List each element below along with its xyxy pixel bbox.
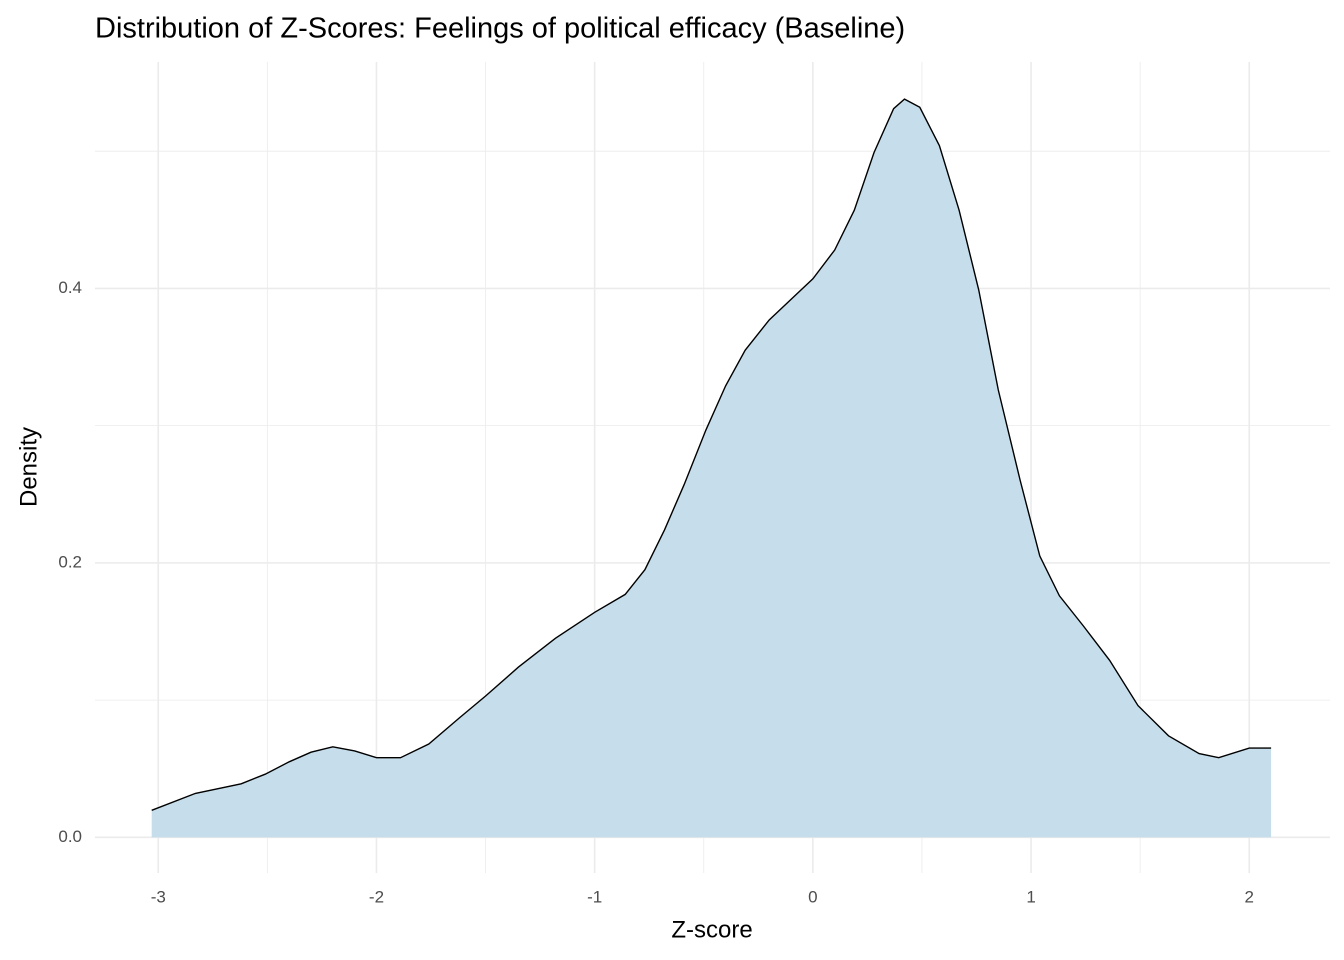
- x-tick-label: -1: [587, 887, 602, 906]
- x-tick-label: 1: [1026, 887, 1035, 906]
- density-line: [151, 98, 1272, 811]
- density-area: [151, 99, 1272, 838]
- y-tick-label: 0.0: [58, 827, 82, 846]
- chart-title: Distribution of Z-Scores: Feelings of po…: [95, 13, 905, 45]
- x-tick-label: 2: [1245, 887, 1254, 906]
- y-tick-label: 0.4: [58, 278, 82, 297]
- y-axis-label: Density: [15, 427, 42, 507]
- x-tick-label: -2: [369, 887, 384, 906]
- x-axis-label: Z-score: [671, 916, 752, 943]
- y-tick-label: 0.2: [58, 552, 82, 571]
- plot-marks: [151, 98, 1272, 838]
- x-tick-label: 0: [808, 887, 817, 906]
- x-tick-label: -3: [151, 887, 166, 906]
